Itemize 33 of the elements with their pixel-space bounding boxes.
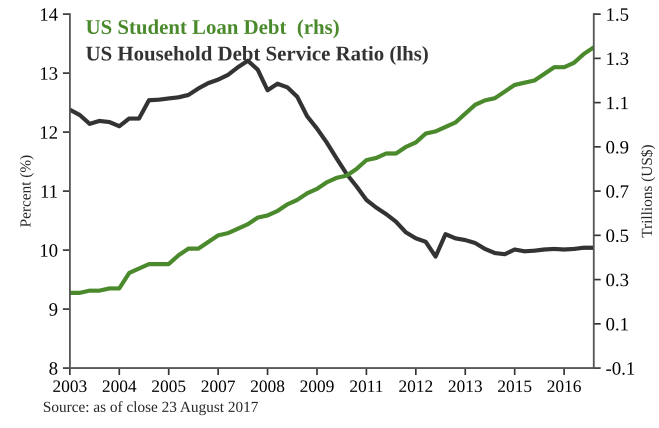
y-tick-label: 11 [42,185,57,198]
x-tick-label: 2003 [53,380,87,392]
x-tick-label: 2004 [102,380,136,392]
y2-tick-label: -0.1 [606,362,634,375]
y2-tick-label: 1.3 [607,52,628,66]
x-tick-label: 2008 [250,380,284,392]
text: US Student Loan Debt (rhs) [86,19,339,38]
y2-tick-label: 0.5 [606,229,628,242]
y-tick-label: 12 [40,126,58,139]
x-tick-label: 2011 [350,380,382,392]
x-tick-label: 2013 [448,380,482,392]
y2-tick-label: 0.9 [606,140,628,154]
y-tick-label: 9 [49,303,58,316]
y2-tick-label: 1.5 [607,8,628,21]
series-label: US Household Debt Service Ratio (lhs) [86,46,428,65]
y2-axis-title: Trillions (US$) [640,145,656,238]
y-tick-label: 14 [40,8,58,21]
x-tick-label: 2005 [152,380,186,392]
y2-tick-label: 0.3 [606,274,628,286]
y2-tick-label: 0.1 [606,318,628,331]
y-axis-title: Percent (%) [20,156,34,227]
y-tick-label: 10 [40,244,58,257]
x-tick-label: 2007 [202,380,235,392]
y-tick-label: 13 [40,67,58,80]
x-tick-label: 2015 [498,380,532,392]
source-note: Source: as of close 23 August 2017 [44,401,258,416]
x-tick-label: 2016 [548,380,581,392]
line-series [70,45,594,295]
y2-tick-label: 1.1 [607,96,628,110]
x-tick-label: 2012 [399,380,432,392]
x-tick-label: 2009 [300,380,334,392]
y-tick-label: 8 [49,362,58,375]
y2-tick-label: 0.7 [606,185,628,198]
